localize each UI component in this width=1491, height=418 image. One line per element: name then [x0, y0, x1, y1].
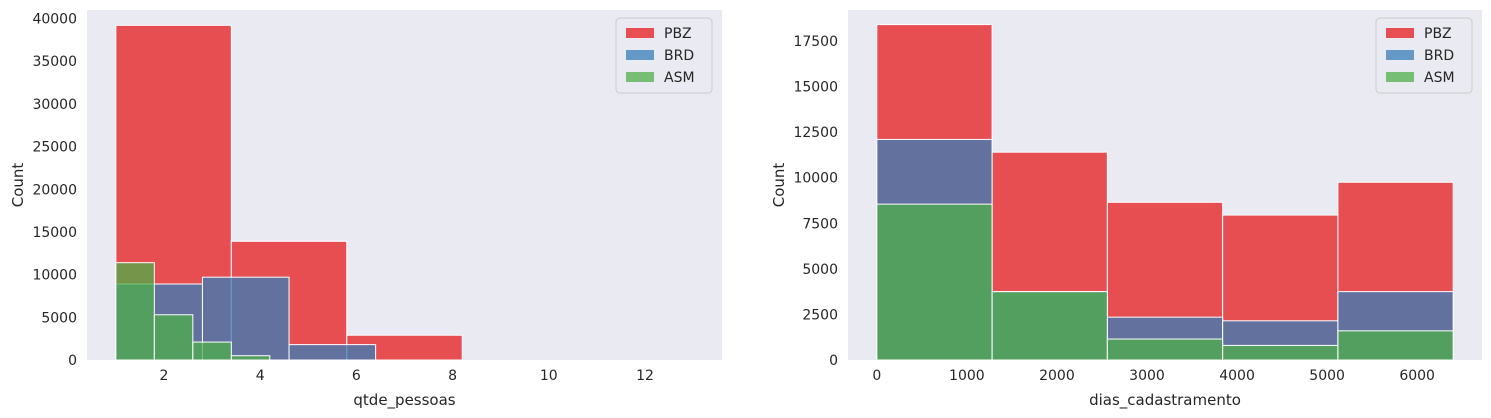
- y-tick-label: 35000: [32, 54, 77, 70]
- y-tick-label: 20000: [32, 182, 77, 198]
- y-tick-label: 5000: [41, 310, 77, 326]
- bar-asm-4: [1337, 330, 1454, 361]
- legend-swatch-pbz: [626, 28, 654, 38]
- x-tick-label: 4: [256, 368, 265, 384]
- legend-label-asm: ASM: [664, 70, 695, 86]
- bar-asm-0: [876, 203, 993, 361]
- bar-asm-0: [115, 262, 155, 361]
- x-tick-label: 4000: [1219, 368, 1255, 384]
- x-axis-label: qtde_pessoas: [353, 391, 455, 410]
- x-tick-label: 2: [160, 368, 169, 384]
- x-tick-label: 10: [540, 368, 558, 384]
- legend: PBZ BRD ASM: [615, 17, 713, 94]
- legend-label-brd: BRD: [664, 48, 694, 64]
- bar-brd-2: [288, 344, 377, 361]
- y-tick-label: 17500: [793, 34, 838, 50]
- y-tick-label: 5000: [802, 262, 838, 278]
- y-axis-label: Count: [770, 163, 788, 208]
- legend-swatch-asm: [626, 72, 654, 82]
- x-tick-label: 5000: [1309, 368, 1345, 384]
- legend-label-asm: ASM: [1424, 70, 1455, 86]
- y-tick-label: 12500: [793, 125, 838, 141]
- bar-asm-1: [991, 291, 1108, 361]
- y-tick-label: 7500: [802, 216, 838, 232]
- bar-asm-1: [153, 314, 194, 361]
- x-tick-label: 3000: [1129, 368, 1165, 384]
- y-tick-label: 0: [829, 353, 838, 369]
- x-axis-label: dias_cadastramento: [1089, 391, 1241, 410]
- x-tick-label: 6: [352, 368, 361, 384]
- bar-asm-3: [1222, 344, 1339, 361]
- legend: PBZ BRD ASM: [1375, 17, 1473, 94]
- y-tick-label: 15000: [793, 80, 838, 96]
- bar-asm-2: [192, 341, 232, 361]
- legend-swatch-brd: [626, 50, 654, 60]
- chart-dias-cadastramento: 0 2500 5000 7500 10000 12500 15000 17500 0 1000 20…: [770, 10, 1482, 410]
- legend-label-pbz: PBZ: [1424, 26, 1452, 42]
- bar-asm-2: [1106, 338, 1224, 361]
- y-tick-label: 10000: [32, 268, 77, 284]
- chart-qtde-pessoas: 0 5000 10000 15000 20000 25000 30000 35000 40000…: [9, 10, 722, 410]
- y-tick-label: 0: [68, 353, 77, 369]
- x-tick-label: 8: [448, 368, 457, 384]
- y-axis-label: Count: [9, 163, 27, 208]
- x-tick-label: 12: [636, 368, 654, 384]
- y-tick-label: 30000: [32, 97, 77, 113]
- legend-swatch-brd: [1386, 50, 1414, 60]
- y-tick-label: 25000: [32, 140, 77, 156]
- legend-label-pbz: PBZ: [664, 26, 692, 42]
- bar-asm-3: [230, 355, 271, 361]
- y-tick-label: 15000: [32, 225, 77, 241]
- legend-label-brd: BRD: [1424, 48, 1454, 64]
- legend-swatch-pbz: [1386, 28, 1414, 38]
- y-tick-label: 40000: [32, 12, 77, 28]
- x-tick-label: 2000: [1039, 368, 1075, 384]
- y-tick-label: 10000: [793, 171, 838, 187]
- y-tick-label: 2500: [802, 307, 838, 323]
- legend-swatch-asm: [1386, 72, 1414, 82]
- x-tick-label: 6000: [1399, 368, 1435, 384]
- x-tick-label: 0: [872, 368, 881, 384]
- x-tick-label: 1000: [949, 368, 985, 384]
